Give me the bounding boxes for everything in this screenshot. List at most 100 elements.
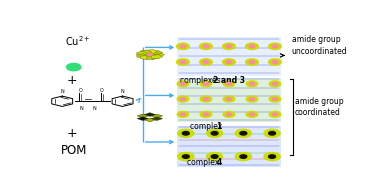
Bar (177, 126, 281, 167)
Circle shape (246, 112, 258, 117)
Circle shape (178, 129, 194, 137)
Circle shape (207, 153, 223, 161)
Circle shape (235, 129, 252, 137)
Text: O: O (100, 88, 104, 93)
Text: complex: complex (187, 158, 224, 167)
Text: amide group: amide group (292, 35, 340, 44)
Circle shape (223, 81, 235, 87)
Text: N: N (121, 89, 124, 94)
Circle shape (180, 61, 186, 64)
Circle shape (272, 82, 278, 85)
Bar (177, 36, 281, 76)
Circle shape (203, 61, 209, 64)
Circle shape (203, 45, 209, 48)
Circle shape (178, 153, 194, 161)
Polygon shape (152, 55, 162, 59)
Circle shape (200, 96, 212, 102)
Circle shape (272, 45, 278, 48)
Circle shape (249, 98, 255, 100)
Circle shape (246, 59, 258, 65)
Circle shape (183, 132, 189, 135)
Circle shape (269, 81, 281, 87)
Circle shape (211, 132, 218, 135)
Circle shape (180, 98, 186, 100)
Circle shape (177, 96, 189, 102)
Circle shape (200, 43, 212, 50)
Circle shape (223, 112, 235, 117)
Text: POM: POM (61, 143, 87, 156)
Circle shape (226, 45, 232, 48)
Circle shape (211, 155, 218, 158)
Circle shape (203, 113, 209, 116)
Circle shape (200, 59, 212, 65)
Circle shape (272, 98, 278, 100)
Circle shape (177, 112, 189, 117)
Circle shape (269, 132, 276, 135)
Text: O: O (78, 88, 82, 93)
Circle shape (226, 98, 232, 100)
Circle shape (226, 61, 232, 64)
Circle shape (264, 153, 280, 161)
Circle shape (246, 96, 258, 102)
Text: 1: 1 (217, 122, 222, 131)
Circle shape (180, 45, 186, 48)
Circle shape (148, 54, 152, 56)
Circle shape (200, 112, 212, 117)
Circle shape (180, 82, 186, 85)
Circle shape (246, 81, 258, 87)
Text: N: N (80, 106, 83, 111)
Circle shape (249, 82, 255, 85)
Circle shape (177, 81, 189, 87)
Circle shape (223, 43, 235, 50)
Polygon shape (137, 54, 148, 58)
Polygon shape (147, 50, 157, 54)
Text: +: + (67, 74, 78, 87)
Circle shape (269, 155, 276, 158)
Circle shape (177, 59, 189, 65)
Circle shape (183, 155, 189, 158)
Circle shape (264, 129, 280, 137)
Circle shape (269, 43, 281, 50)
Circle shape (223, 59, 235, 65)
Circle shape (249, 113, 255, 116)
Text: 2 and 3: 2 and 3 (213, 76, 245, 85)
Text: N: N (60, 89, 64, 94)
Polygon shape (137, 117, 148, 121)
Text: uncoordinated: uncoordinated (292, 46, 347, 56)
Polygon shape (144, 118, 155, 122)
Circle shape (249, 61, 255, 64)
Polygon shape (144, 113, 155, 116)
Circle shape (207, 129, 223, 137)
Circle shape (249, 45, 255, 48)
Polygon shape (147, 56, 157, 60)
Text: amide group: amide group (295, 97, 343, 106)
Circle shape (180, 113, 186, 116)
Text: complexes: complexes (180, 76, 223, 85)
Circle shape (272, 61, 278, 64)
Text: coordinated: coordinated (295, 108, 340, 117)
Text: 4: 4 (217, 158, 222, 167)
Circle shape (269, 96, 281, 102)
Polygon shape (151, 114, 163, 118)
Polygon shape (151, 117, 163, 121)
Circle shape (223, 96, 235, 102)
Polygon shape (137, 114, 148, 118)
Polygon shape (154, 53, 165, 57)
Polygon shape (141, 50, 151, 54)
Circle shape (246, 43, 258, 50)
Bar (177, 78, 281, 122)
Circle shape (66, 64, 81, 71)
Polygon shape (152, 51, 162, 55)
Circle shape (177, 43, 189, 50)
Circle shape (226, 113, 232, 116)
Polygon shape (141, 55, 151, 60)
Circle shape (269, 112, 281, 117)
Text: +: + (67, 127, 78, 140)
Circle shape (240, 155, 247, 158)
Circle shape (272, 113, 278, 116)
Circle shape (240, 132, 247, 135)
Text: complex: complex (190, 122, 225, 131)
Circle shape (203, 82, 209, 85)
Circle shape (200, 81, 212, 87)
Circle shape (226, 82, 232, 85)
